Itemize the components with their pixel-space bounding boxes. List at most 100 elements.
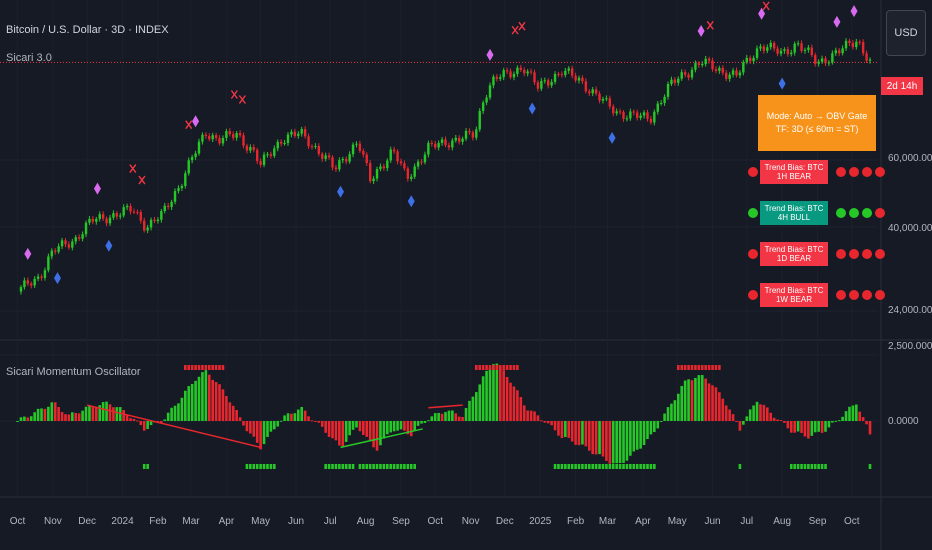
candle	[704, 58, 707, 65]
indicator-label[interactable]: Sicari 3.0	[6, 52, 52, 64]
state-dot	[748, 290, 758, 300]
candle	[307, 136, 310, 147]
candle	[841, 48, 844, 54]
trend-bias-label: Trend Bias: BTC 4H BULL	[760, 201, 828, 225]
candle	[622, 112, 625, 119]
oversold-dot	[615, 464, 618, 469]
symbol-title[interactable]: Bitcoin / U.S. Dollar · 3D · INDEX	[6, 24, 169, 36]
candle	[143, 220, 146, 231]
oscillator-bar	[608, 421, 612, 464]
candle	[807, 47, 810, 50]
candle	[187, 160, 190, 174]
oscillator-bar	[646, 421, 649, 440]
candle	[793, 43, 796, 53]
overbought-dot	[718, 365, 721, 370]
currency-button[interactable]: USD	[886, 10, 926, 56]
oscillator-bar	[341, 421, 345, 447]
oscillator-bar	[461, 416, 464, 421]
candle	[317, 146, 321, 154]
overbought-dot	[207, 365, 211, 370]
state-dot	[862, 208, 872, 218]
candle	[50, 250, 53, 257]
candle	[170, 201, 173, 208]
oscillator-bar	[841, 416, 844, 421]
oversold-dot	[629, 464, 632, 469]
buy-diamond-marker	[528, 102, 536, 115]
oscillator-bar	[577, 421, 581, 446]
oscillator-bar	[659, 421, 663, 422]
candle	[26, 280, 30, 284]
overbought-dot	[707, 365, 711, 370]
oscillator-bar	[19, 417, 23, 421]
candle	[471, 132, 475, 138]
oscillator-bar	[389, 421, 393, 433]
candle	[327, 155, 331, 158]
oscillator-bar	[714, 387, 718, 421]
x-marker	[511, 25, 519, 35]
oscillator-bar	[324, 421, 327, 433]
candle	[279, 141, 283, 144]
oscillator-bar	[721, 398, 725, 421]
oversold-dot	[800, 464, 803, 469]
oscillator-bar	[242, 421, 245, 426]
oscillator-bar	[574, 421, 577, 445]
oscillator-bar	[557, 421, 560, 436]
candle	[413, 166, 416, 177]
candle	[461, 138, 464, 142]
oscillator-bar	[622, 421, 625, 463]
oscillator-title[interactable]: Sicari Momentum Oscillator	[6, 366, 141, 378]
oscillator-bar	[683, 380, 687, 421]
oversold-dot	[399, 464, 403, 469]
osc-axis-label: 0.0000	[888, 416, 919, 427]
oscillator-bar	[635, 421, 639, 450]
oversold-dot	[813, 464, 817, 469]
oscillator-bar	[146, 421, 149, 430]
time-axis-label: Feb	[149, 516, 167, 527]
oscillator-bar	[296, 409, 300, 421]
candle	[331, 157, 334, 168]
oscillator-bar	[177, 403, 180, 421]
candle	[286, 134, 290, 143]
candle	[834, 50, 837, 54]
candle	[262, 154, 266, 165]
oscillator-bar	[868, 421, 872, 435]
oscillator-bar	[718, 392, 721, 421]
oscillator-bar	[385, 421, 389, 435]
trend-bias-label: Trend Bias: BTC 1D BEAR	[760, 242, 828, 266]
candle	[714, 69, 718, 71]
time-axis-label: Jun	[288, 516, 304, 527]
time-axis-label: Nov	[44, 516, 62, 527]
oscillator-bar	[471, 396, 475, 421]
candle	[249, 147, 252, 151]
time-axis-label: Aug	[773, 516, 791, 527]
oversold-dot	[567, 464, 571, 469]
sell-diamond-marker	[192, 115, 200, 128]
price-axis-label: 24,000.00	[888, 305, 932, 316]
candle	[766, 47, 769, 51]
oscillator-bar	[190, 383, 194, 421]
candle	[632, 111, 635, 113]
overbought-dot	[502, 365, 505, 370]
candle	[523, 69, 526, 74]
oscillator-bar	[492, 364, 495, 421]
candle	[721, 67, 724, 73]
sell-diamond-marker	[486, 48, 494, 61]
x-marker	[518, 21, 526, 31]
oscillator-bar	[837, 420, 841, 422]
sell-diamond-marker	[850, 5, 858, 18]
candle	[574, 75, 577, 81]
oscillator-bar	[43, 408, 47, 421]
oscillator-bar	[36, 408, 40, 421]
oversold-dot	[334, 464, 338, 469]
oversold-dot	[365, 464, 369, 469]
oscillator-bar	[98, 405, 102, 421]
oscillator-bar	[255, 421, 259, 443]
oscillator-bar	[690, 380, 694, 421]
candle	[540, 80, 543, 89]
candle	[748, 57, 752, 62]
oscillator-bar	[598, 421, 601, 455]
time-axis-label: Oct	[844, 516, 860, 527]
overbought-dot	[221, 365, 225, 370]
oversold-dot	[385, 464, 389, 469]
